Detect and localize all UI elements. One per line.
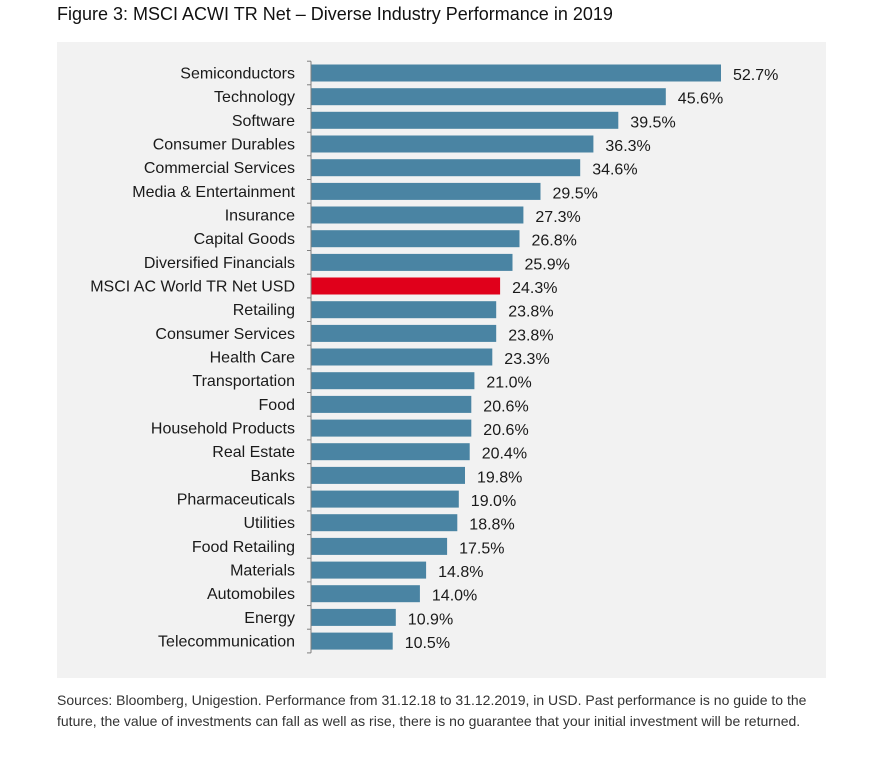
data-label: 10.5% bbox=[405, 635, 450, 652]
bar-pharmaceuticals bbox=[311, 490, 459, 508]
category-label: Materials bbox=[230, 563, 295, 580]
data-label: 36.3% bbox=[605, 138, 650, 155]
data-label: 20.6% bbox=[483, 422, 528, 439]
category-label: Telecommunication bbox=[158, 634, 295, 651]
data-label: 19.0% bbox=[471, 493, 516, 510]
bar-household-products bbox=[311, 419, 472, 437]
bar-retailing bbox=[311, 301, 497, 319]
data-label: 20.4% bbox=[482, 446, 527, 463]
data-label: 26.8% bbox=[532, 233, 577, 250]
data-label: 23.8% bbox=[508, 327, 553, 344]
bar-materials bbox=[311, 561, 427, 579]
data-label: 45.6% bbox=[678, 91, 723, 108]
bar-banks bbox=[311, 466, 465, 484]
category-label: Automobiles bbox=[207, 586, 295, 603]
bar-transportation bbox=[311, 372, 475, 390]
bar-semiconductors bbox=[311, 64, 721, 82]
category-label: Energy bbox=[244, 610, 295, 627]
category-label: Pharmaceuticals bbox=[177, 492, 295, 509]
category-label: Media & Entertainment bbox=[132, 184, 295, 201]
bar-utilities bbox=[311, 514, 458, 532]
axis-ticks-layer bbox=[307, 60, 311, 654]
bars-layer bbox=[311, 64, 721, 650]
bar-diversified-financials bbox=[311, 253, 513, 271]
bar-msci-ac-world-tr-net-usd bbox=[311, 277, 501, 295]
category-label: Real Estate bbox=[212, 444, 295, 461]
category-label: Diversified Financials bbox=[144, 255, 295, 272]
bar-technology bbox=[311, 88, 666, 106]
category-label: Commercial Services bbox=[144, 160, 295, 177]
bar-food bbox=[311, 395, 472, 413]
bar-consumer-durables bbox=[311, 135, 594, 153]
category-label: Capital Goods bbox=[194, 231, 295, 248]
category-label: Food bbox=[259, 397, 295, 414]
data-label: 27.3% bbox=[535, 209, 580, 226]
data-label: 20.6% bbox=[483, 398, 528, 415]
bar-media-entertainment bbox=[311, 182, 541, 200]
category-label: Retailing bbox=[233, 302, 295, 319]
labels-layer: Semiconductors 52.7% Technology 45.6% Softwa… bbox=[90, 66, 778, 653]
figure-title: Figure 3: MSCI ACWI TR Net – Diverse Ind… bbox=[57, 4, 613, 24]
data-label: 10.9% bbox=[408, 611, 453, 628]
category-label: Consumer Durables bbox=[153, 137, 295, 154]
data-label: 29.5% bbox=[553, 185, 598, 202]
bar-commercial-services bbox=[311, 159, 581, 177]
category-label: Semiconductors bbox=[180, 66, 295, 83]
bar-telecommunication bbox=[311, 632, 393, 650]
bar-software bbox=[311, 111, 619, 129]
category-label: Utilities bbox=[243, 515, 295, 532]
category-label: Banks bbox=[251, 468, 295, 485]
data-label: 17.5% bbox=[459, 540, 504, 557]
data-label: 24.3% bbox=[512, 280, 557, 297]
bar-chart: Semiconductors 52.7% Technology 45.6% Softwa… bbox=[90, 60, 778, 654]
data-label: 25.9% bbox=[525, 256, 570, 273]
category-label: Software bbox=[232, 113, 295, 130]
bar-real-estate bbox=[311, 443, 470, 461]
data-label: 18.8% bbox=[469, 517, 514, 534]
bar-automobiles bbox=[311, 585, 420, 603]
category-label: Consumer Services bbox=[155, 326, 295, 343]
bar-food-retailing bbox=[311, 537, 448, 555]
data-label: 52.7% bbox=[733, 67, 778, 84]
category-label: Household Products bbox=[151, 421, 295, 438]
bar-capital-goods bbox=[311, 230, 520, 248]
category-label: Insurance bbox=[225, 208, 295, 225]
category-label: Food Retailing bbox=[192, 539, 295, 556]
bar-consumer-services bbox=[311, 324, 497, 342]
sources-note: Sources: Bloomberg, Unigestion. Performa… bbox=[57, 692, 807, 729]
data-label: 23.8% bbox=[508, 304, 553, 321]
data-label: 39.5% bbox=[630, 114, 675, 131]
data-label: 34.6% bbox=[592, 162, 637, 179]
data-label: 14.8% bbox=[438, 564, 483, 581]
data-label: 14.0% bbox=[432, 588, 477, 605]
data-label: 19.8% bbox=[477, 469, 522, 486]
category-label: Technology bbox=[214, 89, 295, 106]
bar-health-care bbox=[311, 348, 493, 366]
chart-panel: Semiconductors 52.7% Technology 45.6% Softwa… bbox=[57, 42, 826, 678]
category-label: Health Care bbox=[210, 350, 295, 367]
bar-insurance bbox=[311, 206, 524, 224]
category-label: Transportation bbox=[192, 373, 295, 390]
data-label: 23.3% bbox=[504, 351, 549, 368]
category-label: MSCI AC World TR Net USD bbox=[90, 279, 295, 296]
bar-energy bbox=[311, 608, 396, 626]
data-label: 21.0% bbox=[486, 375, 531, 392]
